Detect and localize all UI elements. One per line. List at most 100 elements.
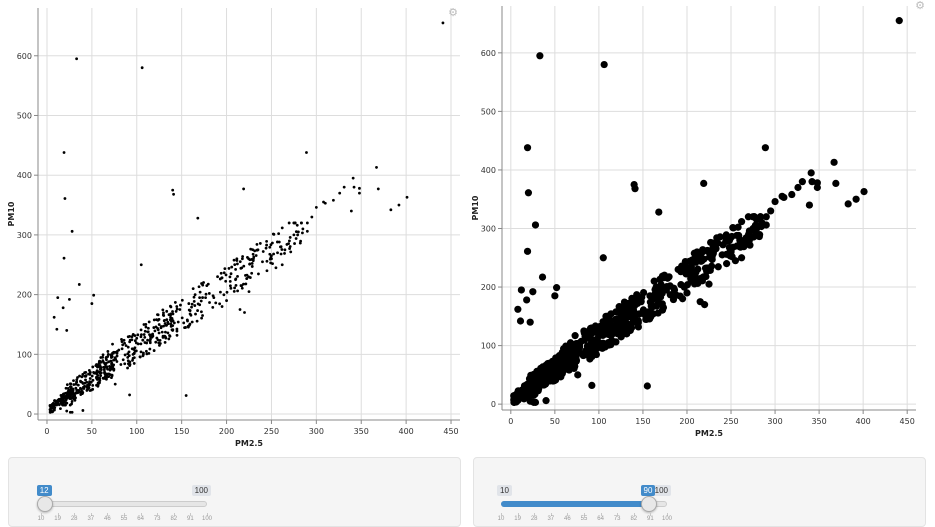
size-slider-left[interactable]: 100 12 10 19 28 37 46 55 64 73 82 91 100 xyxy=(36,482,212,522)
slider-tick-label: 28 xyxy=(530,516,538,522)
data-point xyxy=(216,275,219,279)
data-point xyxy=(234,277,238,281)
data-point xyxy=(638,293,646,301)
x-tick-label: 0 xyxy=(44,427,49,436)
data-point xyxy=(564,361,572,369)
data-point xyxy=(659,286,668,294)
data-point xyxy=(332,198,335,202)
data-point xyxy=(172,321,176,325)
slider-tick-label: 46 xyxy=(104,516,111,522)
data-point xyxy=(526,318,534,326)
data-point xyxy=(146,338,149,342)
data-point xyxy=(90,302,94,305)
data-point xyxy=(548,370,556,378)
slider-panel-right: 10 100 90 10 19 28 37 46 55 64 73 82 91 100 xyxy=(473,457,926,527)
data-point xyxy=(615,303,623,311)
data-point xyxy=(762,221,770,229)
data-point xyxy=(79,386,82,390)
slider-handle[interactable] xyxy=(36,496,53,512)
data-point xyxy=(305,229,309,233)
data-point xyxy=(258,242,262,245)
slider-handle[interactable] xyxy=(640,496,657,512)
data-point xyxy=(206,282,210,286)
data-point xyxy=(654,309,662,317)
data-point xyxy=(138,355,142,359)
slider-tick-label: 10 xyxy=(37,516,45,522)
data-point xyxy=(161,313,165,317)
data-point xyxy=(767,207,775,215)
data-point xyxy=(524,189,533,197)
data-point xyxy=(111,351,115,355)
data-point xyxy=(681,257,689,266)
data-point xyxy=(586,355,594,363)
data-point xyxy=(244,282,248,286)
data-point xyxy=(301,231,304,235)
data-point xyxy=(188,312,192,316)
data-point xyxy=(97,361,101,365)
data-point xyxy=(243,311,246,314)
data-point xyxy=(581,347,590,355)
data-point xyxy=(555,365,564,373)
data-point xyxy=(529,288,537,296)
data-point xyxy=(643,382,651,390)
data-point xyxy=(99,368,103,372)
slider-tickmark xyxy=(501,513,502,516)
data-point xyxy=(719,241,727,249)
data-point xyxy=(280,263,284,267)
slider-tickmark xyxy=(650,513,652,516)
slider-tick-label: 100 xyxy=(201,516,213,522)
slider-value-label: 12 xyxy=(36,485,52,496)
data-point xyxy=(91,378,95,382)
data-point xyxy=(247,290,251,294)
data-point xyxy=(65,383,69,387)
data-point xyxy=(103,362,107,366)
data-point xyxy=(110,361,114,365)
data-point xyxy=(592,350,601,359)
data-point xyxy=(305,221,309,225)
data-point xyxy=(113,356,117,360)
data-point xyxy=(120,347,124,351)
data-point xyxy=(744,213,752,221)
gear-icon[interactable]: ⚙ xyxy=(915,0,925,12)
data-point xyxy=(656,275,664,283)
data-point xyxy=(126,355,130,359)
data-point xyxy=(55,401,59,404)
data-point xyxy=(219,271,223,275)
data-point xyxy=(232,290,236,293)
data-point xyxy=(171,310,174,313)
data-point xyxy=(193,293,197,297)
size-slider-right[interactable]: 10 100 90 10 19 28 37 46 55 64 73 82 91 100 xyxy=(497,482,672,522)
data-point xyxy=(517,389,525,397)
data-point xyxy=(225,299,228,302)
data-point xyxy=(61,394,65,398)
data-point xyxy=(596,331,604,339)
slider-tickmarks xyxy=(501,513,668,517)
data-point xyxy=(67,393,71,396)
data-point xyxy=(212,296,216,299)
data-point xyxy=(697,274,705,282)
data-point xyxy=(172,192,175,196)
data-point xyxy=(56,296,60,299)
slider-tickmark xyxy=(550,513,552,516)
x-tick-label: 450 xyxy=(900,417,915,426)
data-point xyxy=(232,258,236,262)
data-point xyxy=(655,208,663,216)
slider-tick-label: 91 xyxy=(187,516,194,522)
slider-track[interactable] xyxy=(41,501,207,507)
data-point xyxy=(106,350,110,353)
data-point xyxy=(794,183,802,192)
data-point xyxy=(523,247,532,255)
data-point xyxy=(149,335,152,338)
data-point xyxy=(238,308,242,311)
data-point xyxy=(683,289,691,297)
data-point xyxy=(71,388,75,391)
data-point xyxy=(87,382,91,385)
data-point xyxy=(224,273,228,277)
data-point xyxy=(280,226,284,230)
slider-tickmark xyxy=(667,513,668,516)
data-point xyxy=(127,350,131,354)
gear-icon[interactable]: ⚙ xyxy=(448,7,458,19)
data-point xyxy=(103,372,107,376)
x-tick-label: 250 xyxy=(723,417,738,426)
data-point xyxy=(285,243,289,246)
